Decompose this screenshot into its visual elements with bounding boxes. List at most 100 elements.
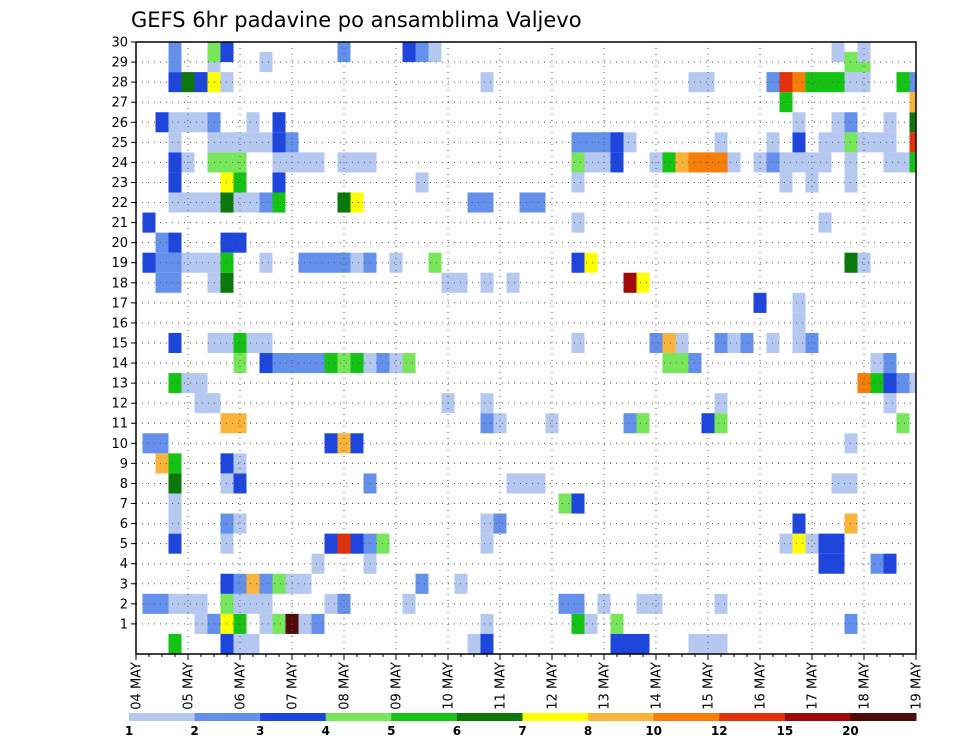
heatmap-cell — [870, 553, 884, 574]
heatmap-cell — [480, 72, 494, 93]
heatmap-cell — [350, 533, 364, 554]
heatmap-cell — [649, 593, 663, 614]
heatmap-cell — [246, 593, 260, 614]
colorbar-label: 20 — [842, 724, 859, 738]
heatmap-cell — [792, 292, 806, 313]
heatmap-cell — [623, 633, 637, 654]
heatmap-cell — [636, 633, 650, 654]
heatmap-cell — [233, 192, 247, 213]
heatmap-cell — [792, 152, 806, 173]
heatmap-cell — [259, 613, 273, 634]
heatmap-cell — [246, 332, 260, 354]
heatmap-cell — [259, 132, 273, 153]
heatmap-cell — [324, 252, 338, 273]
heatmap-cell — [662, 353, 676, 374]
heatmap-cell — [194, 593, 208, 614]
heatmap-cell — [324, 533, 338, 554]
heatmap-cell — [571, 332, 585, 354]
y-tick-label: 23 — [111, 176, 128, 191]
colorbar-swatch — [850, 713, 917, 721]
heatmap-cell — [311, 353, 325, 374]
grid-lines — [136, 41, 916, 654]
heatmap-cell — [714, 393, 728, 414]
heatmap-cell — [571, 493, 585, 514]
x-tick-label: 06 MAY — [234, 662, 249, 710]
heatmap-cell — [233, 473, 247, 494]
heatmap-cell — [246, 573, 260, 594]
heatmap-cell — [701, 413, 715, 434]
y-tick-label: 9 — [120, 457, 128, 472]
heatmap-cell — [506, 272, 520, 293]
heatmap-cell — [311, 613, 325, 634]
heatmap-cell — [558, 593, 572, 614]
heatmap-cell — [194, 393, 208, 414]
heatmap-cell — [779, 72, 793, 93]
heatmap-cell — [194, 112, 208, 133]
heatmap-cell — [350, 252, 364, 273]
heatmap-cell — [272, 152, 286, 173]
heatmap-cell — [311, 553, 325, 574]
heatmap-cell — [181, 112, 195, 133]
heatmap-cell — [883, 393, 897, 414]
colorbar-swatch — [325, 713, 392, 721]
x-tick-label: 16 MAY — [754, 662, 769, 710]
colorbar-label: 5 — [387, 724, 395, 738]
x-tick-label: 19 MAY — [910, 662, 925, 710]
heatmap-cell — [610, 633, 624, 654]
heatmap-cell — [233, 172, 247, 193]
heatmap-cell — [714, 152, 728, 173]
heatmap-cell — [792, 112, 806, 133]
heatmap-cell — [168, 593, 182, 614]
heatmap-cell — [415, 42, 429, 63]
heatmap-cell — [181, 373, 195, 394]
heatmap-cell — [168, 533, 182, 554]
heatmap-cell — [259, 593, 273, 614]
heatmap-cell — [909, 112, 916, 133]
y-tick-label: 18 — [111, 276, 128, 291]
heatmap-cell — [623, 413, 637, 434]
heatmap-cell — [259, 353, 273, 374]
heatmap-cell — [272, 172, 286, 193]
heatmap-cell — [168, 332, 182, 354]
heatmap-cell — [818, 152, 832, 173]
heatmap-cell — [584, 252, 598, 273]
colorbar-swatch — [653, 713, 720, 721]
heatmap-cell — [337, 192, 351, 213]
heatmap-cell — [402, 42, 416, 63]
heatmap-cell — [623, 272, 637, 293]
x-axis: 04 MAY 05 MAY 06 MAY 07 MAY 08 MAY 09 MAY 10 M… — [130, 654, 925, 710]
heatmap-cell — [233, 573, 247, 594]
heatmap-cell — [792, 513, 806, 534]
heatmap-cell — [272, 192, 286, 213]
x-tick-label: 15 MAY — [702, 662, 717, 710]
heatmap-cell — [389, 252, 403, 273]
heatmap-cell — [792, 533, 806, 554]
y-tick-label: 16 — [111, 316, 128, 331]
heatmap-cell — [337, 433, 351, 454]
heatmap-cell — [168, 373, 182, 394]
heatmap-cell — [168, 232, 182, 253]
heatmap-cell — [337, 593, 351, 614]
heatmap-cell — [467, 192, 481, 213]
heatmap-cell — [168, 453, 182, 474]
heatmap-cell — [207, 42, 221, 63]
heatmap-cell — [571, 593, 585, 614]
y-tick-label: 26 — [111, 116, 128, 131]
heatmap-cell — [155, 112, 169, 133]
heatmap-cell — [155, 232, 169, 253]
y-tick-label: 19 — [111, 256, 128, 271]
heatmap-cell — [389, 353, 403, 374]
x-tick-label: 12 MAY — [546, 662, 561, 710]
colorbar-swatch — [194, 713, 261, 721]
y-tick-label: 4 — [120, 557, 128, 572]
y-axis: 1234567891011121314151617181920212223242… — [111, 36, 136, 632]
colorbar-swatch — [129, 713, 196, 721]
x-tick-label: 18 MAY — [858, 662, 873, 710]
y-tick-label: 3 — [120, 577, 128, 592]
heatmap-cell — [714, 132, 728, 153]
x-tick-label: 11 MAY — [494, 662, 509, 710]
heatmap-cell — [792, 332, 806, 354]
heatmap-cell — [779, 533, 793, 554]
heatmap-cell — [337, 42, 351, 63]
heatmap-cell — [337, 533, 351, 554]
